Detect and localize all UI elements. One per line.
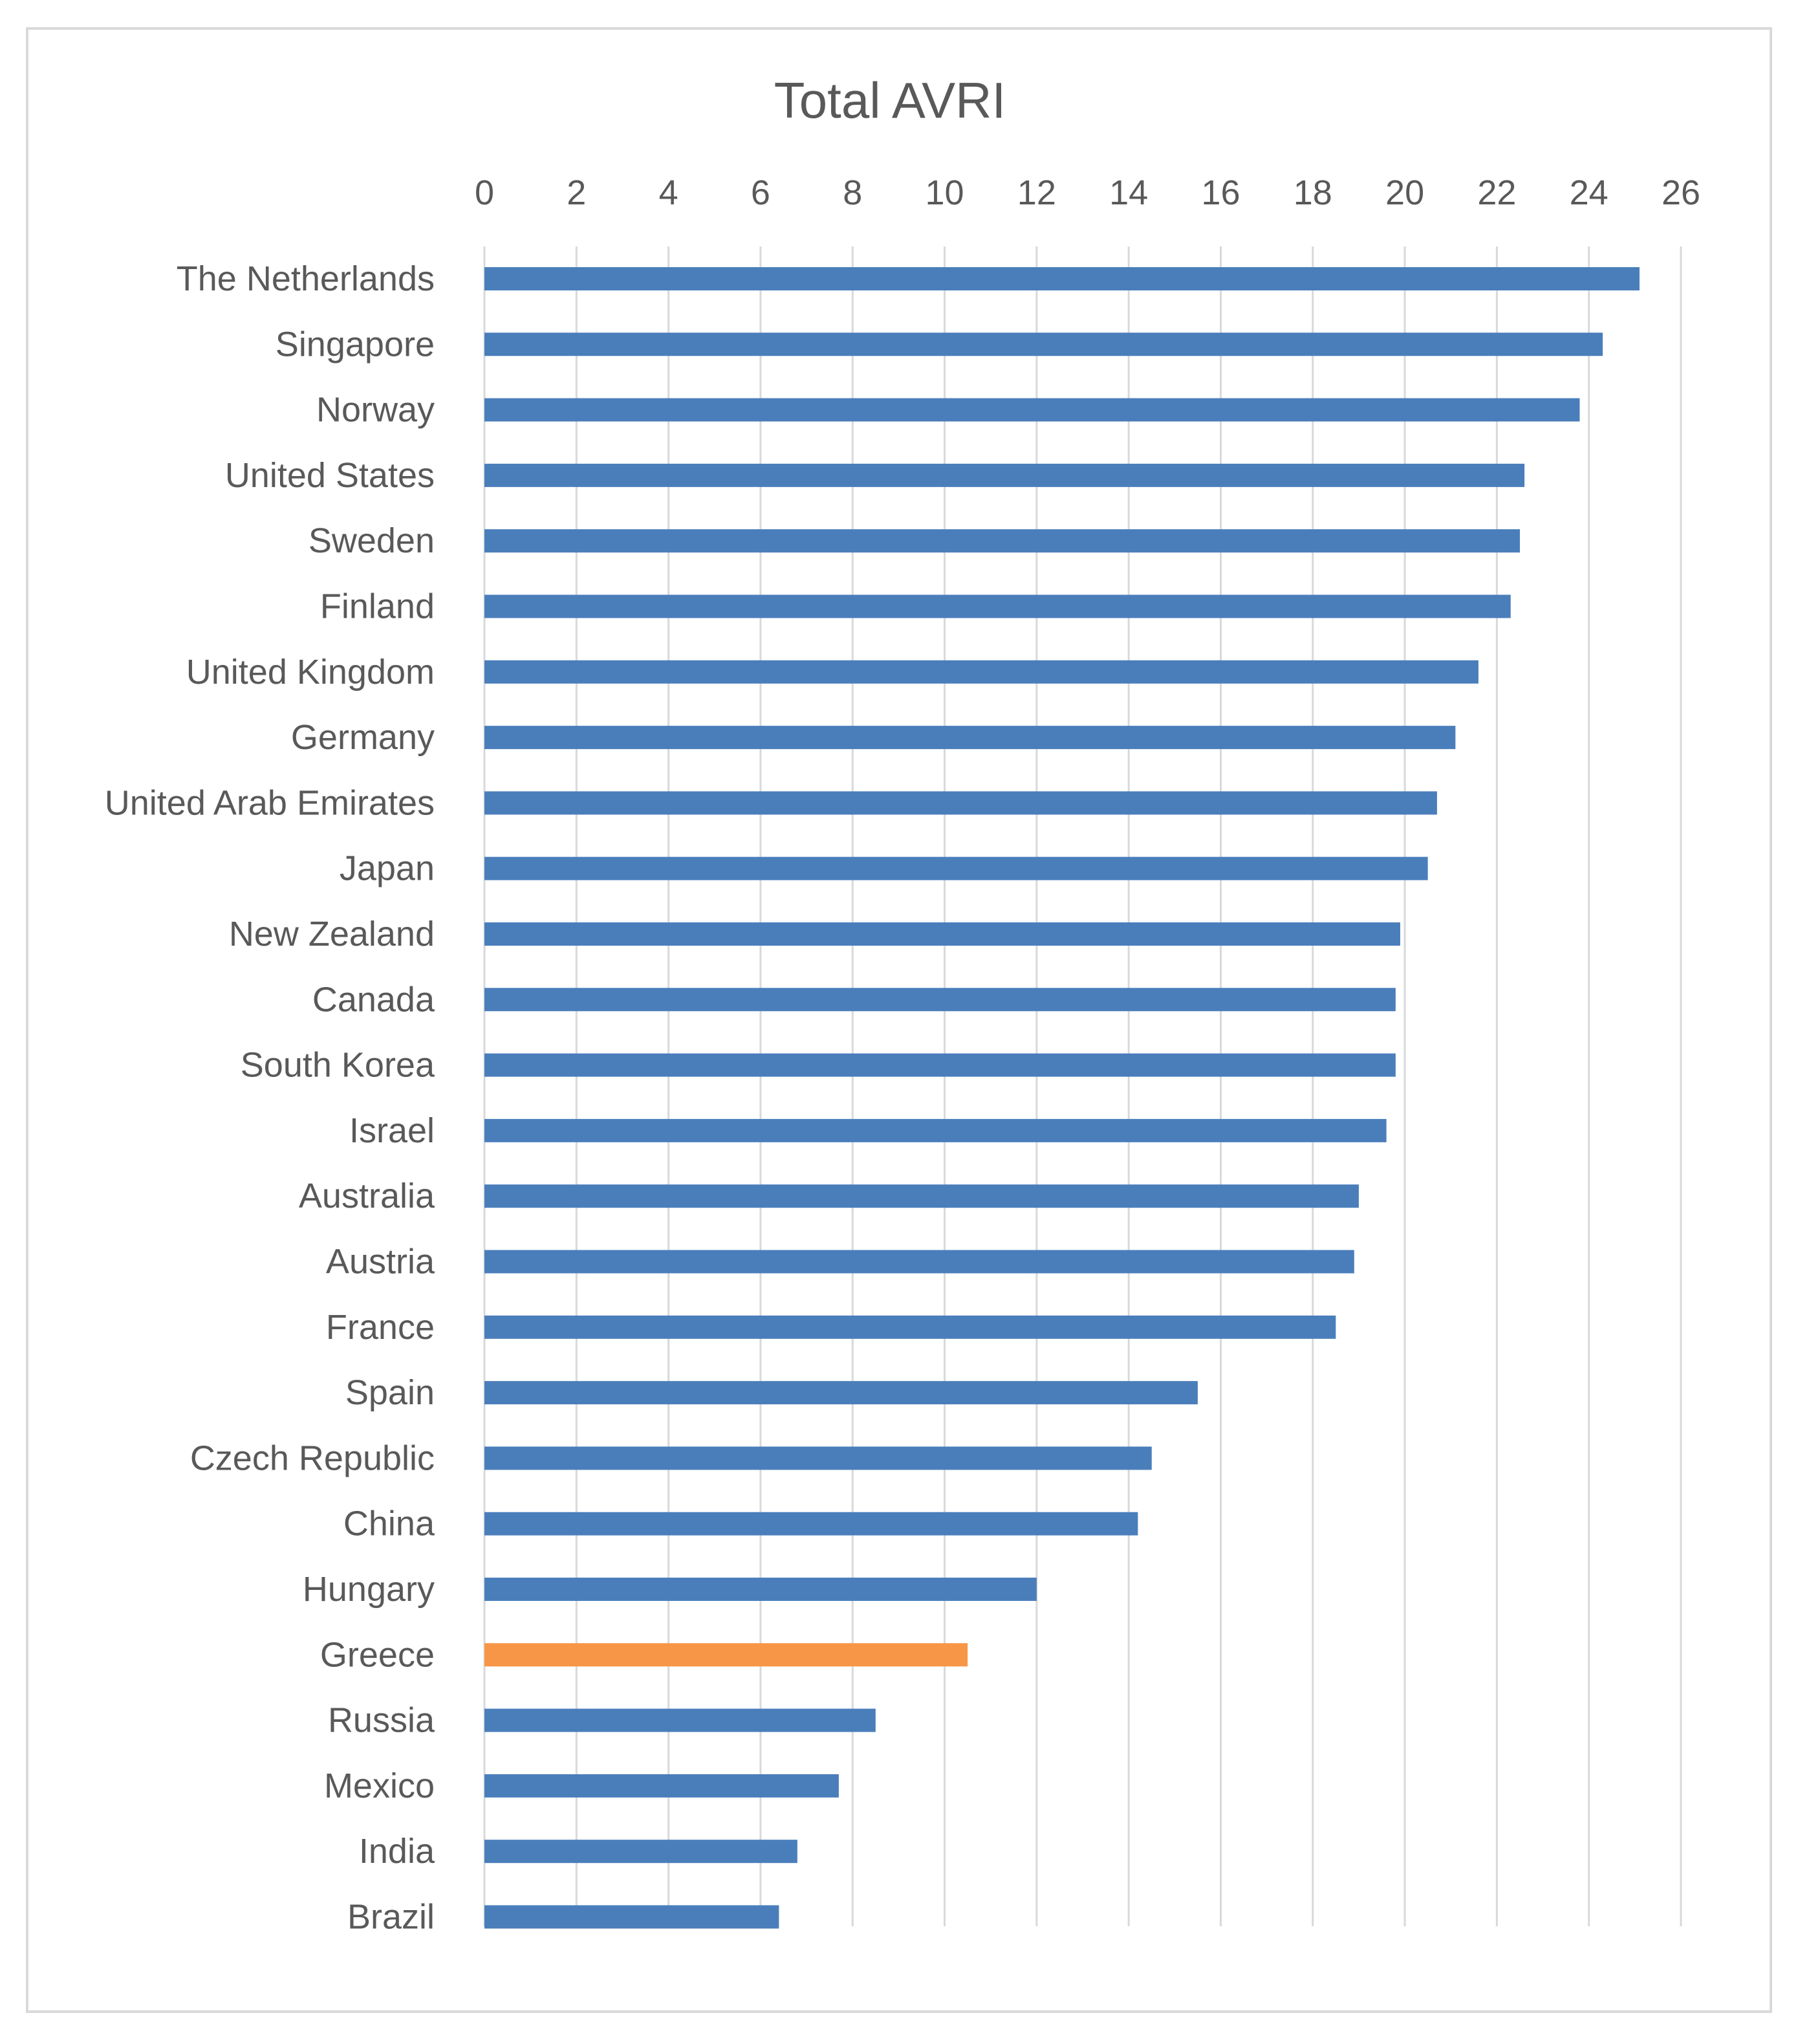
category-label: Russia xyxy=(328,1701,435,1740)
x-tick-label: 14 xyxy=(1109,173,1148,212)
x-axis-ticks: 0 2 4 6 8 10 12 14 16 18 20 22 24 26 xyxy=(475,173,1700,212)
bar-norway xyxy=(484,398,1580,422)
bar-sweden xyxy=(484,529,1520,553)
chart-frame: Total AVRI 0 2 4 6 8 10 12 14 16 18 20 22 24 26 The N… xyxy=(26,27,1772,2013)
x-tick-label: 12 xyxy=(1017,173,1056,212)
category-label: United Arab Emirates xyxy=(105,783,435,822)
x-tick-label: 0 xyxy=(475,173,494,212)
bar-new-zealand xyxy=(484,922,1400,946)
bar-united-kingdom xyxy=(484,660,1478,684)
category-label: South Korea xyxy=(241,1046,435,1085)
x-tick-label: 18 xyxy=(1294,173,1332,212)
category-label: Israel xyxy=(349,1111,435,1150)
category-label: The Netherlands xyxy=(177,259,435,298)
x-tick-label: 10 xyxy=(925,173,964,212)
bar-russia xyxy=(484,1708,876,1732)
bar-france xyxy=(484,1315,1336,1339)
category-label: Japan xyxy=(340,849,435,888)
category-label: France xyxy=(326,1308,435,1347)
category-label: Hungary xyxy=(303,1570,435,1609)
bar-czech-republic xyxy=(484,1446,1152,1470)
x-tick-label: 26 xyxy=(1662,173,1700,212)
category-label: Czech Republic xyxy=(190,1439,435,1477)
category-label: Canada xyxy=(312,980,435,1019)
category-labels: The Netherlands Singapore Norway United Sta… xyxy=(105,259,435,1937)
bar-brazil xyxy=(484,1905,779,1929)
bar-chart: Total AVRI 0 2 4 6 8 10 12 14 16 18 20 22 24 26 The N… xyxy=(105,72,1700,1937)
bar-hungary xyxy=(484,1578,1037,1601)
category-label: Finland xyxy=(320,587,435,626)
bar-the-netherlands xyxy=(484,267,1640,290)
category-label: Austria xyxy=(326,1243,435,1281)
bar-united-states xyxy=(484,463,1525,487)
bar-india xyxy=(484,1840,797,1864)
gridlines xyxy=(483,246,1682,1926)
bar-china xyxy=(484,1512,1138,1536)
x-tick-label: 2 xyxy=(567,173,586,212)
category-label: Mexico xyxy=(324,1767,435,1805)
bar-austria xyxy=(484,1250,1354,1274)
bar-greece xyxy=(484,1643,968,1667)
category-label: United Kingdom xyxy=(186,653,435,691)
category-label: Brazil xyxy=(347,1898,435,1937)
category-label: New Zealand xyxy=(229,915,435,953)
category-label: Australia xyxy=(299,1177,435,1215)
bar-australia xyxy=(484,1184,1359,1208)
category-label: Greece xyxy=(320,1635,435,1674)
category-label: Spain xyxy=(345,1373,435,1412)
bar-canada xyxy=(484,988,1396,1012)
chart-title: Total AVRI xyxy=(774,72,1006,129)
category-label: Norway xyxy=(316,391,435,429)
category-label: Germany xyxy=(291,718,435,757)
bar-finland xyxy=(484,594,1511,618)
category-label: Singapore xyxy=(276,325,435,364)
x-tick-label: 6 xyxy=(751,173,770,212)
bars xyxy=(484,267,1640,1929)
bar-israel xyxy=(484,1118,1387,1142)
category-label: China xyxy=(343,1505,435,1543)
category-label: Sweden xyxy=(309,521,435,560)
x-tick-label: 16 xyxy=(1201,173,1240,212)
category-label: India xyxy=(359,1832,435,1871)
bar-singapore xyxy=(484,332,1603,356)
x-tick-label: 24 xyxy=(1570,173,1608,212)
bar-germany xyxy=(484,726,1456,750)
x-tick-label: 4 xyxy=(659,173,678,212)
bar-japan xyxy=(484,856,1428,880)
bar-south-korea xyxy=(484,1053,1396,1077)
bar-mexico xyxy=(484,1774,839,1798)
bar-spain xyxy=(484,1381,1198,1405)
x-tick-label: 8 xyxy=(843,173,862,212)
category-label: United States xyxy=(225,456,435,495)
x-tick-label: 22 xyxy=(1477,173,1516,212)
x-tick-label: 20 xyxy=(1385,173,1424,212)
bar-united-arab-emirates xyxy=(484,791,1437,815)
